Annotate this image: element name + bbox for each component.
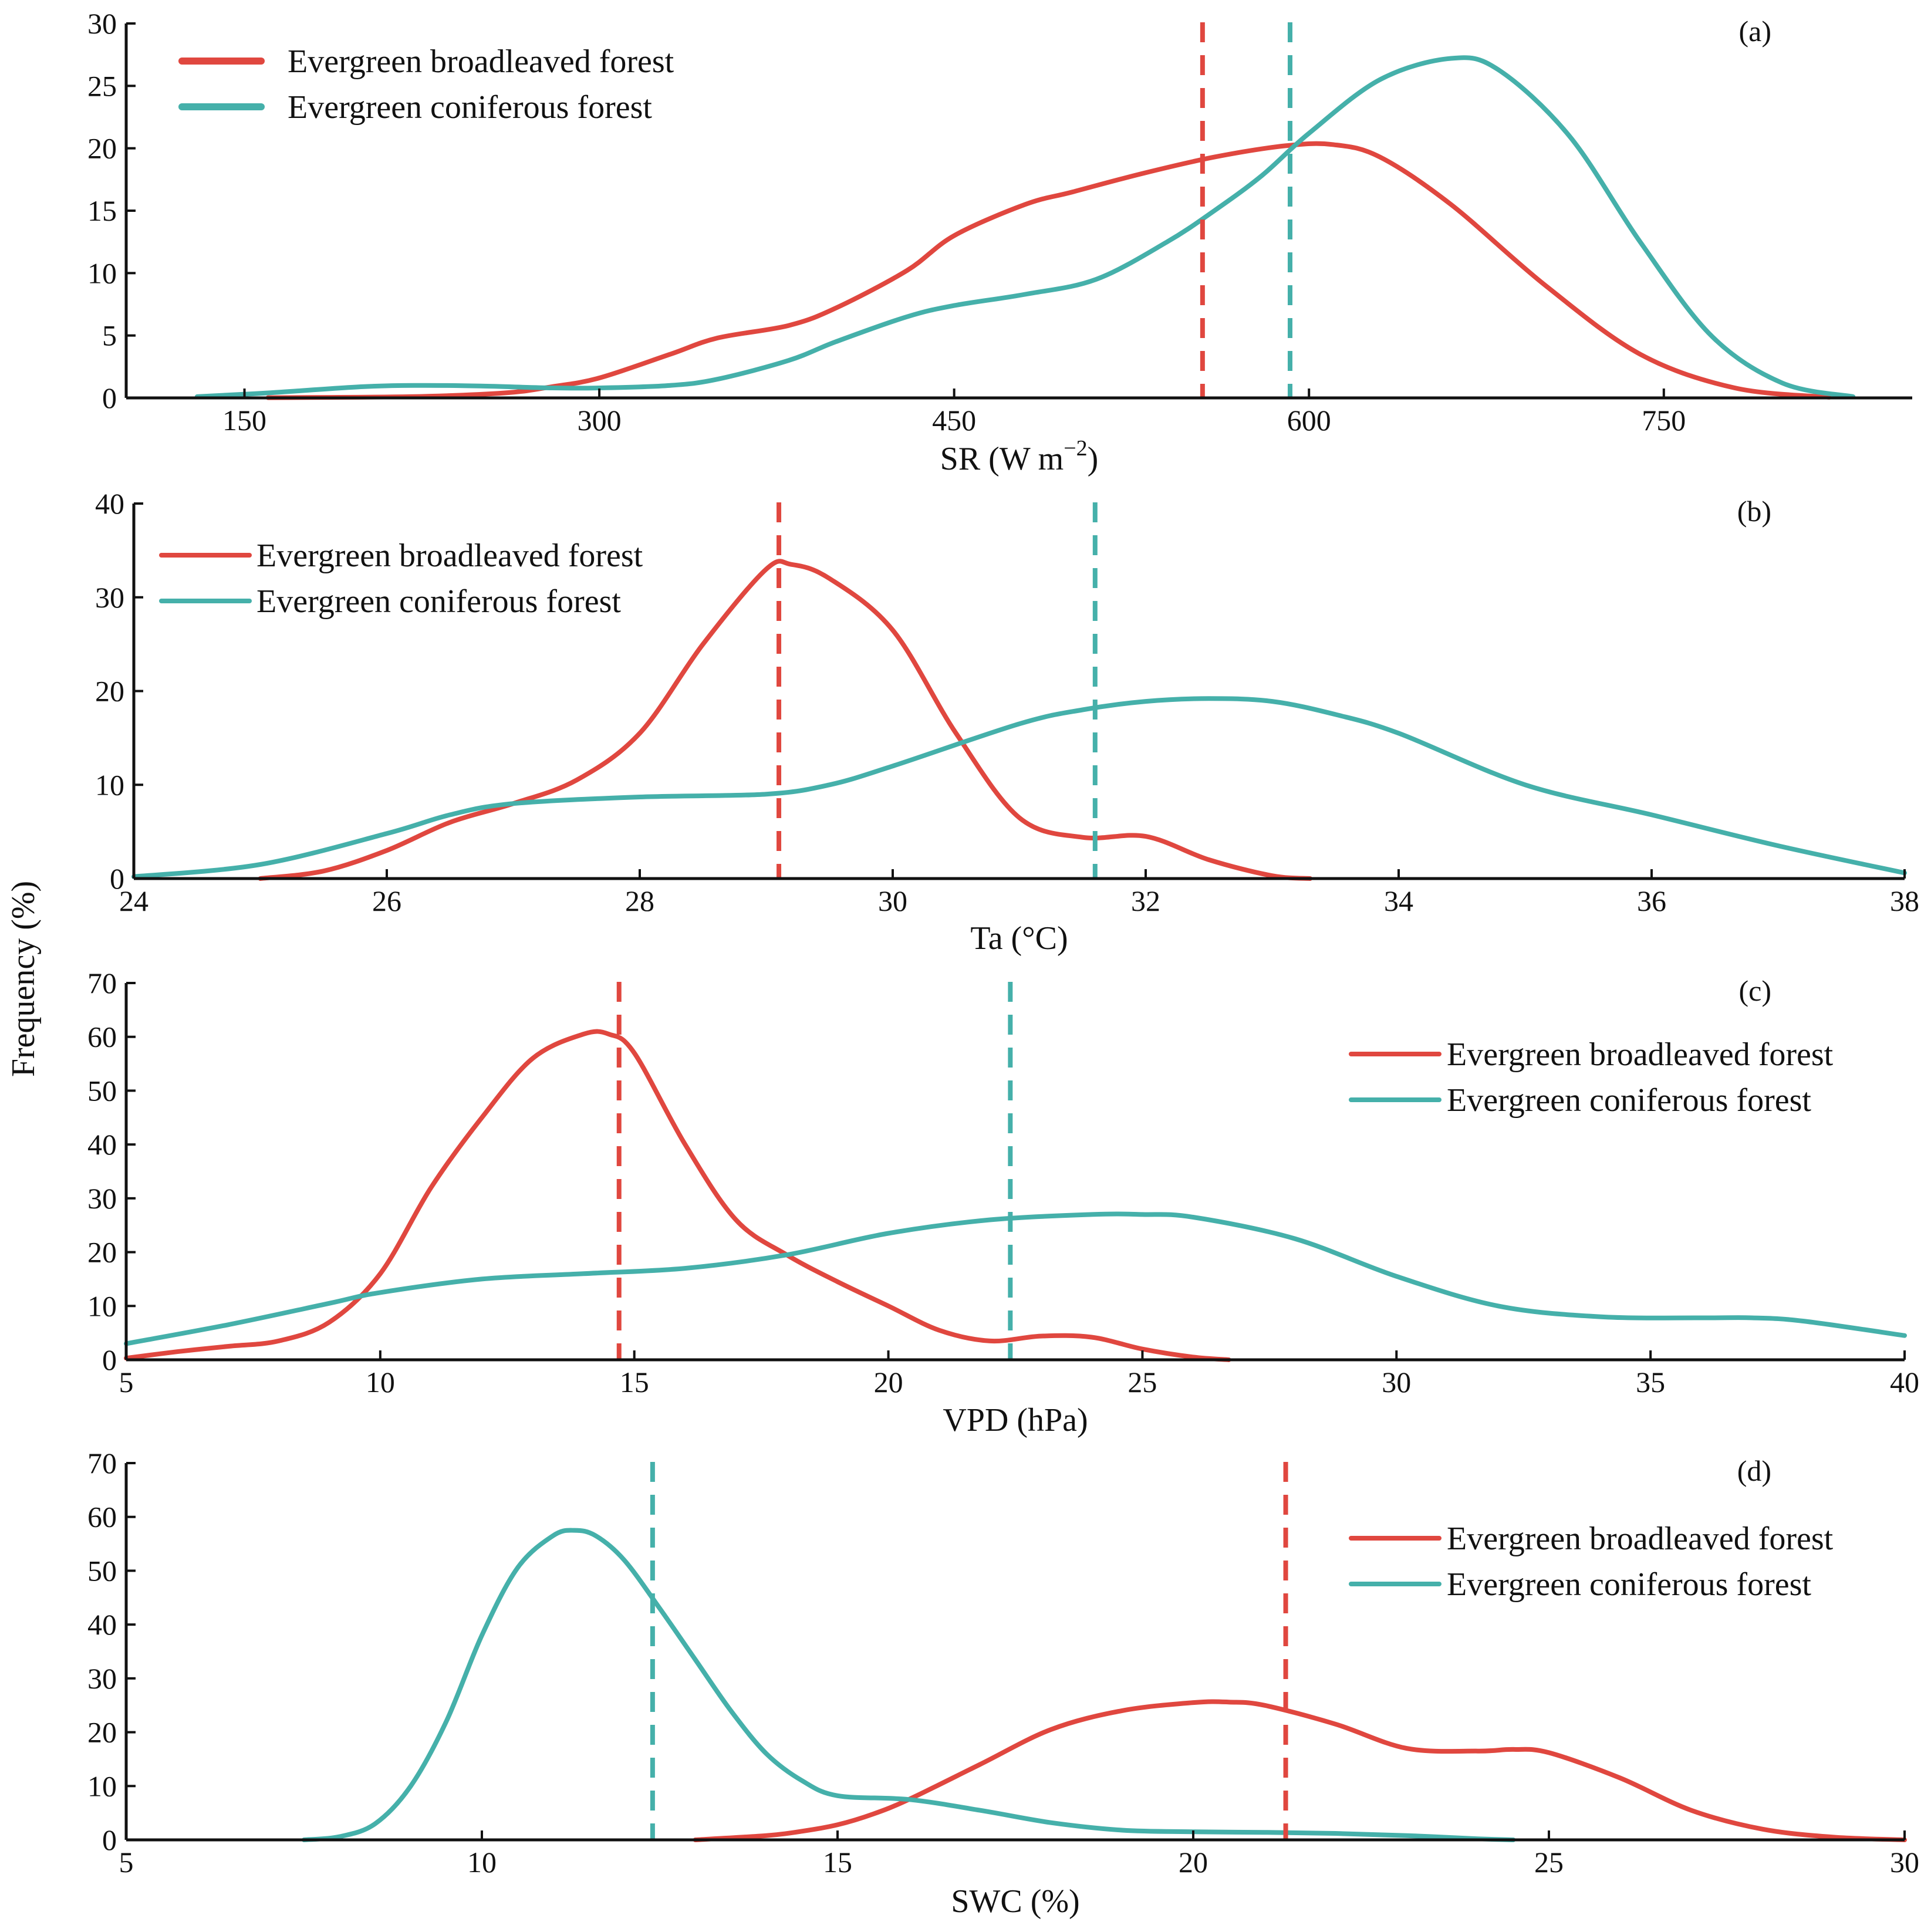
y-tick-label: 30 — [87, 7, 117, 40]
y-tick-label: 20 — [95, 675, 124, 708]
legend-label: Evergreen coniferous forest — [1447, 1082, 1811, 1119]
y-tick-label: 50 — [87, 1074, 117, 1107]
legend-label: Evergreen broadleaved forest — [1447, 1036, 1834, 1073]
legend-label: Evergreen coniferous forest — [256, 583, 621, 620]
y-tick-label: 10 — [95, 768, 124, 801]
y-tick-label: 50 — [87, 1554, 117, 1587]
x-tick-label: 40 — [1890, 1366, 1919, 1399]
legend-label: Evergreen coniferous forest — [288, 89, 652, 126]
y-tick-label: 10 — [87, 256, 117, 289]
x-axis-title-tail: ) — [1088, 441, 1099, 477]
y-tick-label: 30 — [87, 1662, 117, 1695]
panel-tag: (c) — [1739, 974, 1772, 1007]
y-tick-label: 20 — [87, 1716, 117, 1749]
y-tick-label: 30 — [87, 1182, 117, 1215]
x-tick-label: 25 — [1534, 1846, 1564, 1879]
y-tick-label: 0 — [110, 862, 124, 895]
series-line-coniferous — [302, 1528, 1516, 1842]
y-tick-label: 40 — [87, 1128, 117, 1161]
y-tick-label: 30 — [95, 581, 124, 614]
legend: Evergreen broadleaved forest Evergreen co… — [178, 43, 674, 126]
x-tick-label: 600 — [1287, 404, 1331, 437]
y-tick-label: 60 — [87, 1501, 117, 1534]
y-tick-label: 0 — [102, 381, 117, 414]
series-line-coniferous — [124, 1211, 1907, 1346]
y-tick-label: 10 — [87, 1289, 117, 1322]
x-axis-title-superscript: −2 — [1064, 436, 1087, 461]
x-tick-label: 35 — [1636, 1366, 1665, 1399]
x-tick-label: 20 — [1179, 1846, 1208, 1879]
legend-label: Evergreen broadleaved forest — [1447, 1521, 1834, 1557]
x-tick-label: 450 — [932, 404, 976, 437]
x-axis-title: Ta (°C) — [970, 920, 1068, 957]
legend-label: Evergreen broadleaved forest — [288, 43, 674, 80]
x-tick-label: 30 — [1382, 1366, 1411, 1399]
x-axis-title: VPD (hPa) — [943, 1402, 1088, 1438]
y-tick-label: 20 — [87, 132, 117, 165]
x-tick-label: 10 — [467, 1846, 497, 1879]
y-tick-label: 10 — [87, 1769, 117, 1802]
y-axis-title: Frequency (%) — [5, 881, 42, 1077]
panel-tag: (d) — [1737, 1454, 1771, 1487]
x-tick-label: 30 — [878, 884, 907, 917]
panel-c: 5 10 15 20 25 30 35 40 0 10 20 30 40 50 60 70 VPD (hPa) (… — [87, 967, 1919, 1438]
y-tick-label: 20 — [87, 1236, 117, 1269]
x-tick-label: 5 — [119, 1846, 134, 1879]
legend: Evergreen broadleaved forest Evergreen co… — [1349, 1521, 1834, 1603]
series-line-broadleaved — [124, 1029, 1231, 1362]
x-axis-title: SR (W m−2) — [940, 436, 1099, 477]
x-tick-label: 20 — [874, 1366, 903, 1399]
legend-label: Evergreen broadleaved forest — [256, 538, 643, 574]
y-tick-label: 40 — [95, 487, 124, 520]
x-tick-label: 150 — [222, 404, 266, 437]
legend: Evergreen broadleaved forest Evergreen co… — [1349, 1036, 1834, 1119]
y-tick-label: 0 — [102, 1343, 117, 1376]
x-tick-label: 34 — [1384, 884, 1413, 917]
panel-b: 24 26 28 30 32 34 36 38 0 10 20 30 40 Ta (°C) (b) Everg… — [95, 487, 1919, 957]
y-tick-label: 5 — [102, 319, 117, 352]
x-tick-label: 25 — [1127, 1366, 1157, 1399]
x-axis-title: SWC (%) — [951, 1883, 1079, 1920]
series-line-broadleaved — [265, 141, 1832, 400]
x-tick-label: 32 — [1131, 884, 1160, 917]
x-tick-label: 26 — [372, 884, 401, 917]
panel-tag: (b) — [1737, 495, 1771, 528]
x-tick-label: 36 — [1637, 884, 1666, 917]
x-tick-label: 10 — [366, 1366, 395, 1399]
y-tick-label: 15 — [87, 194, 117, 227]
y-tick-label: 40 — [87, 1608, 117, 1641]
y-tick-label: 70 — [87, 967, 117, 999]
legend: Evergreen broadleaved forest Evergreen co… — [159, 538, 643, 620]
y-tick-label: 70 — [87, 1447, 117, 1480]
series-line-coniferous — [194, 55, 1856, 399]
legend-label: Evergreen coniferous forest — [1447, 1566, 1811, 1603]
y-tick-label: 60 — [87, 1021, 117, 1053]
y-tick-label: 0 — [102, 1823, 117, 1856]
x-tick-label: 28 — [625, 884, 654, 917]
x-tick-label: 38 — [1890, 884, 1919, 917]
x-tick-label: 750 — [1642, 404, 1686, 437]
x-tick-label: 5 — [119, 1366, 134, 1399]
series-line-broadleaved — [258, 559, 1313, 881]
series-line-coniferous — [131, 696, 1907, 879]
x-tick-label: 15 — [620, 1366, 649, 1399]
panel-tag: (a) — [1739, 15, 1772, 48]
panel-d: 5 10 15 20 25 30 0 10 20 30 40 50 60 70 SWC (%) (d) Ever… — [87, 1447, 1919, 1920]
series-line-broadleaved — [693, 1699, 1907, 1842]
x-tick-label: 300 — [578, 404, 622, 437]
y-tick-label: 25 — [87, 69, 117, 102]
panel-a: 150 300 450 600 750 0 5 10 15 20 25 30 SR (W m−2) (a)… — [87, 7, 1912, 477]
x-axis-title-main: SR (W m — [940, 441, 1064, 477]
x-tick-label: 24 — [119, 884, 148, 917]
x-tick-label: 15 — [823, 1846, 852, 1879]
x-tick-label: 30 — [1890, 1846, 1919, 1879]
